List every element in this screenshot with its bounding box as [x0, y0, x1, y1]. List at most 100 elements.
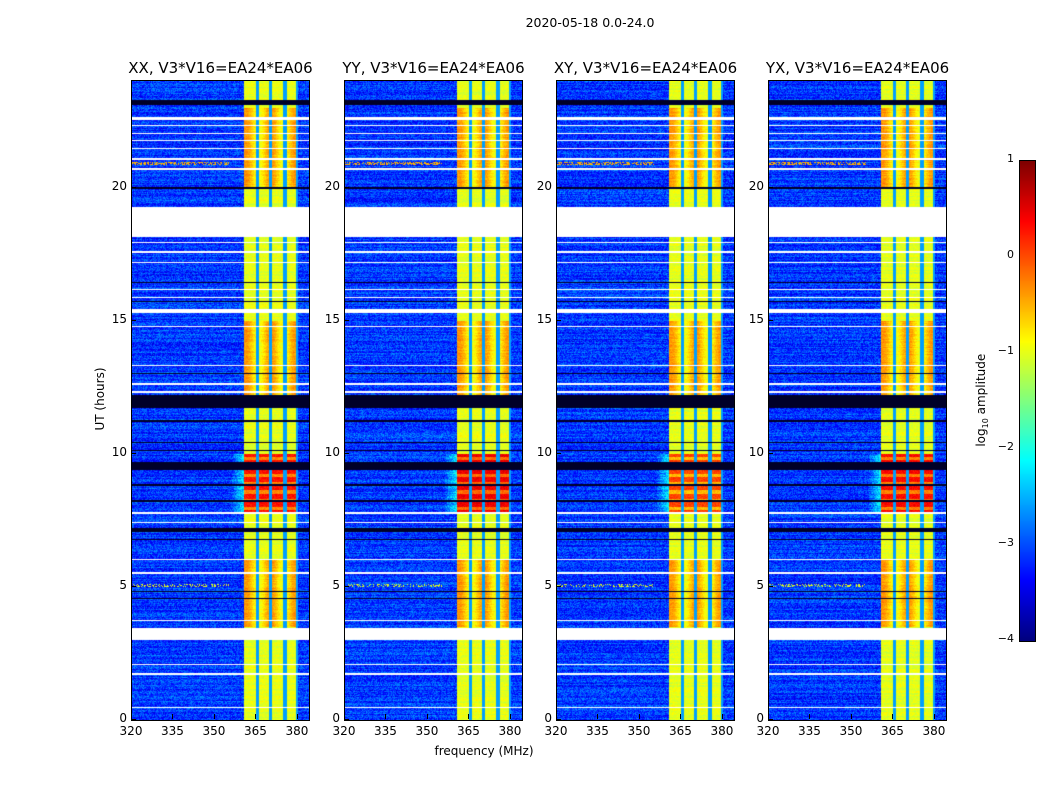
x-tick-mark	[131, 714, 132, 719]
y-tick-mark	[556, 319, 561, 321]
y-tick-mark	[556, 186, 561, 188]
y-tick-label: 0	[332, 711, 340, 725]
x-tick-mark	[468, 714, 470, 719]
colorbar-tick-label: −2	[997, 440, 1014, 453]
x-tick-label: 320	[119, 724, 143, 738]
colorbar-tick-label: −4	[997, 632, 1014, 645]
panel-title: YX, V3*V16=EA24*EA06	[765, 59, 950, 77]
x-tick-mark	[426, 714, 428, 719]
y-tick-mark	[131, 585, 136, 587]
y-tick-label: 20	[748, 178, 764, 193]
y-tick-mark	[344, 585, 349, 587]
x-tick-mark	[296, 714, 298, 719]
x-tick-mark	[255, 714, 257, 719]
x-tick-mark	[344, 714, 345, 719]
x-tick-mark	[556, 714, 557, 719]
panel-title: XX, V3*V16=EA24*EA06	[128, 59, 313, 77]
x-tick-mark	[385, 714, 387, 719]
y-tick-mark	[768, 719, 773, 720]
x-tick-label: 365	[881, 724, 904, 738]
waterfall-panel: YY, V3*V16=EA24*EA06	[342, 59, 525, 721]
x-tick-label: 365	[457, 724, 480, 738]
y-tick-label: 5	[544, 577, 552, 592]
waterfall-panel: YX, V3*V16=EA24*EA06	[766, 59, 949, 721]
y-tick-mark	[768, 585, 773, 587]
y-tick-label: 0	[544, 711, 552, 725]
colorbar-tick-label: 0	[1007, 248, 1014, 261]
y-tick-mark	[556, 719, 561, 720]
heatmap-image	[132, 81, 309, 720]
x-tick-label: 380	[922, 724, 946, 738]
x-tick-label: 335	[161, 724, 184, 738]
y-tick-label: 20	[324, 178, 340, 193]
y-tick-label: 10	[748, 444, 764, 459]
colorbar-tick-label: −3	[997, 536, 1014, 549]
y-tick-mark	[131, 719, 136, 720]
x-tick-label: 350	[839, 724, 863, 738]
y-tick-label: 15	[536, 311, 552, 326]
y-tick-label: 0	[119, 711, 127, 725]
x-tick-label: 320	[544, 724, 568, 738]
waterfall-panel: XY, V3*V16=EA24*EA06	[554, 59, 737, 721]
y-tick-mark	[344, 452, 349, 454]
waterfall-panel: XX, V3*V16=EA24*EA06	[128, 59, 313, 721]
x-tick-mark	[597, 714, 599, 719]
y-tick-mark	[344, 186, 349, 188]
figure-title: 2020-05-18 0.0-24.0	[525, 15, 655, 30]
x-tick-mark	[213, 714, 215, 719]
y-tick-label: 5	[756, 577, 764, 592]
heatmap-image	[345, 81, 522, 720]
x-axis-label: frequency (MHz)	[434, 744, 534, 758]
x-tick-label: 365	[669, 724, 692, 738]
x-tick-mark	[172, 714, 174, 719]
y-axis-label: UT (hours)	[93, 367, 107, 431]
colorbar-label: log10 amplitude	[973, 353, 991, 447]
y-tick-label: 10	[324, 444, 340, 459]
x-tick-label: 335	[586, 724, 609, 738]
colorbar-tick-label: −1	[997, 344, 1014, 357]
y-tick-mark	[768, 319, 773, 321]
x-tick-label: 380	[710, 724, 734, 738]
x-tick-mark	[850, 714, 852, 719]
x-tick-label: 365	[244, 724, 267, 738]
x-tick-mark	[768, 714, 769, 719]
y-tick-mark	[344, 319, 349, 321]
x-tick-label: 335	[374, 724, 397, 738]
x-tick-label: 320	[756, 724, 780, 738]
y-tick-mark	[768, 452, 773, 454]
colorbar-tick-label: 1	[1007, 152, 1014, 165]
y-tick-mark	[768, 186, 773, 188]
heatmap-image	[769, 81, 946, 720]
panel-title: YY, V3*V16=EA24*EA06	[342, 59, 525, 77]
y-tick-mark	[131, 186, 136, 188]
colorbar	[1019, 160, 1036, 642]
heatmap-image	[557, 81, 734, 720]
y-tick-label: 10	[111, 444, 127, 459]
x-tick-label: 320	[332, 724, 356, 738]
y-tick-label: 20	[536, 178, 552, 193]
x-tick-mark	[680, 714, 682, 719]
panel-title: XY, V3*V16=EA24*EA06	[553, 59, 738, 77]
x-tick-mark	[509, 714, 511, 719]
x-tick-label: 335	[798, 724, 821, 738]
x-tick-label: 350	[415, 724, 439, 738]
x-tick-label: 350	[202, 724, 226, 738]
y-tick-label: 5	[332, 577, 340, 592]
x-tick-label: 380	[498, 724, 522, 738]
x-tick-label: 350	[627, 724, 651, 738]
y-tick-label: 15	[748, 311, 764, 326]
x-tick-mark	[892, 714, 894, 719]
x-tick-label: 380	[285, 724, 309, 738]
y-tick-label: 0	[756, 711, 764, 725]
y-tick-label: 15	[111, 311, 127, 326]
y-tick-label: 15	[324, 311, 340, 326]
x-tick-mark	[933, 714, 935, 719]
y-tick-mark	[556, 452, 561, 454]
y-tick-mark	[131, 452, 136, 454]
y-tick-label: 10	[536, 444, 552, 459]
y-tick-label: 5	[119, 577, 127, 592]
x-tick-mark	[638, 714, 640, 719]
x-tick-mark	[809, 714, 811, 719]
y-tick-mark	[556, 585, 561, 587]
